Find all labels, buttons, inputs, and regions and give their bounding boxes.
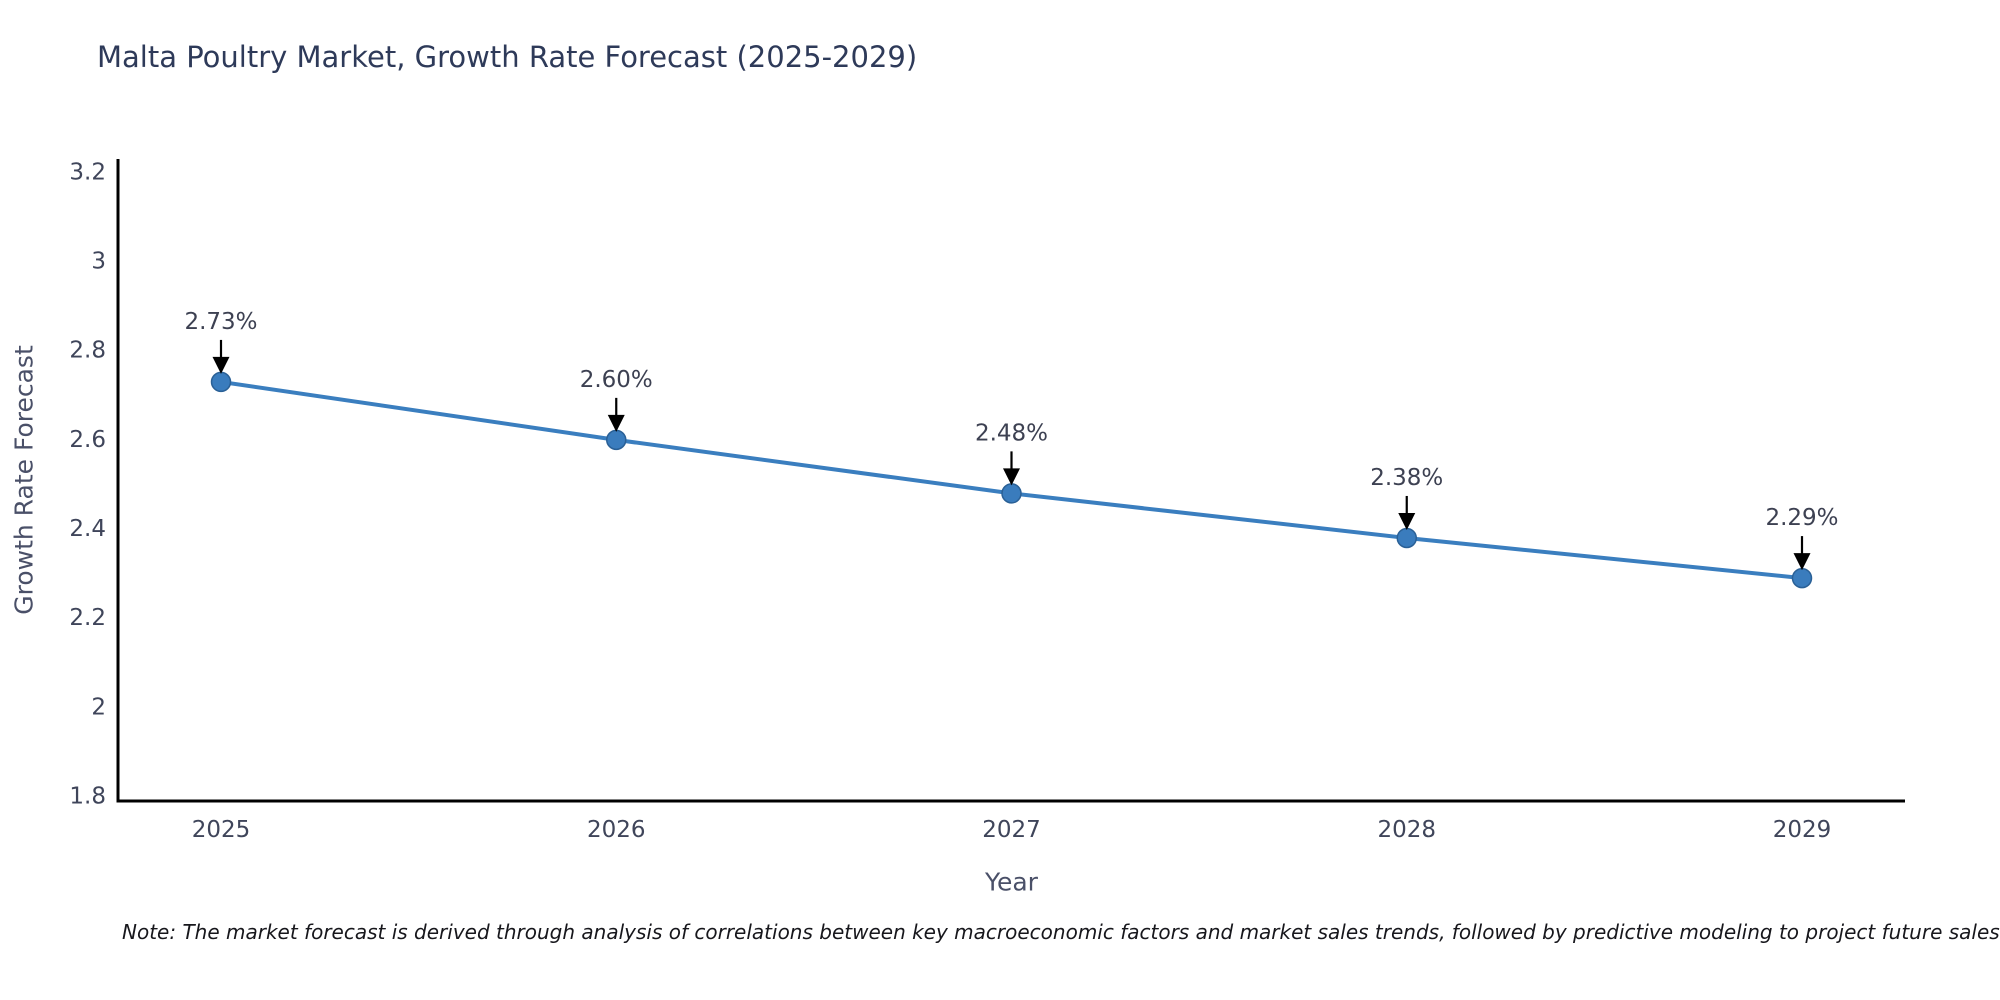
annotation-arrow-head: [1003, 468, 1020, 486]
data-point: [1396, 527, 1417, 549]
y-tick-label: 3: [91, 249, 106, 275]
x-tick-label: 2025: [192, 817, 251, 843]
data-point: [1001, 483, 1022, 504]
data-point-label: 2.29%: [1765, 505, 1838, 531]
data-point-label: 2.60%: [580, 367, 653, 393]
x-tick-label: 2026: [587, 817, 646, 843]
data-point: [210, 371, 232, 393]
y-tick-label: 2.4: [69, 516, 106, 542]
annotation-arrow-head: [212, 356, 230, 374]
chart-title: Malta Poultry Market, Growth Rate Foreca…: [97, 40, 918, 74]
data-point-label: 2.48%: [975, 420, 1048, 446]
y-tick-label: 2.6: [69, 427, 106, 453]
data-point: [606, 429, 627, 451]
y-tick-label: 2: [91, 694, 106, 720]
x-axis-title: Year: [984, 868, 1039, 897]
data-point-label: 2.73%: [184, 309, 257, 335]
data-point-label: 2.38%: [1370, 465, 1443, 491]
y-tick-label: 2.8: [69, 338, 106, 364]
x-tick-label: 2029: [1773, 817, 1832, 843]
footnote: Note: The market forecast is derived thr…: [122, 920, 2000, 944]
annotation-arrow-head: [607, 414, 625, 432]
y-tick-label: 3.2: [69, 159, 106, 185]
y-tick-label: 1.8: [69, 784, 106, 810]
annotation-arrow-head: [1398, 512, 1416, 530]
x-tick-label: 2028: [1377, 817, 1436, 843]
annotation-arrow-head: [1793, 553, 1811, 571]
y-axis-title: Growth Rate Forecast: [10, 345, 39, 615]
y-axis-line: [116, 159, 120, 803]
y-tick-label: 2.2: [69, 605, 106, 631]
x-tick-label: 2027: [982, 817, 1041, 843]
data-point: [1791, 567, 1813, 589]
x-axis-line: [116, 799, 1905, 803]
